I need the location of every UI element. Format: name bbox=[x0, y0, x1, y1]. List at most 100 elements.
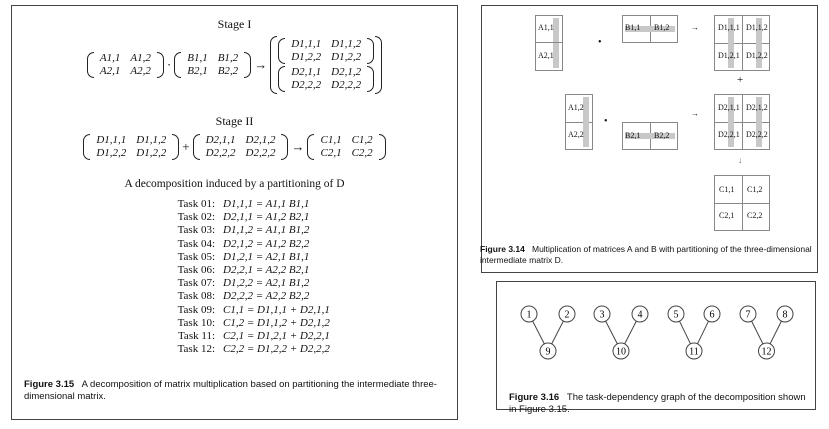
task-row: Task 02: D2,1,1 = A1,2 B2,1 bbox=[147, 211, 330, 224]
task-node bbox=[558, 305, 576, 323]
task-node-label: 11 bbox=[689, 347, 699, 358]
shade-bar bbox=[728, 18, 734, 68]
b-top-label: B1,2 bbox=[654, 23, 670, 32]
d-top-label: D1,1,1 bbox=[718, 23, 740, 32]
caption-label: Figure 3.15 bbox=[24, 379, 75, 390]
task-row: Task 08: D2,2,2 = A2,2 B2,2 bbox=[147, 290, 330, 303]
task-row: Task 06: D2,2,1 = A2,2 B2,1 bbox=[147, 264, 330, 277]
dependency-edge bbox=[551, 320, 564, 345]
task-name: Task 12: bbox=[177, 343, 215, 356]
task-name: Task 04: bbox=[177, 237, 215, 250]
dependency-edge bbox=[697, 320, 709, 345]
matrix-cell: D1,1,1 bbox=[96, 134, 127, 146]
task-node-label: 5 bbox=[674, 310, 679, 321]
task-row: Task 05: D1,2,1 = A2,1 B1,1 bbox=[147, 251, 330, 264]
task-equation: D2,2,1 = A2,2 B2,1 bbox=[223, 264, 310, 277]
matrix-cell: B1,2 bbox=[217, 52, 239, 64]
task-node bbox=[685, 342, 703, 360]
task-node bbox=[520, 305, 538, 323]
task-node bbox=[612, 342, 630, 360]
down-arrow: ↓ bbox=[738, 155, 743, 165]
caption-text: Multiplication of matrices A and B with … bbox=[480, 244, 812, 265]
stage-1-heading: Stage I bbox=[217, 17, 252, 31]
caption-text: A decomposition of matrix multiplication… bbox=[24, 379, 437, 402]
matrix-cell: D1,1,2 bbox=[136, 134, 167, 146]
divider bbox=[565, 122, 593, 123]
task-name: Task 10: bbox=[177, 316, 215, 329]
a-top-label: A2,1 bbox=[538, 51, 554, 60]
c-label: C2,1 bbox=[719, 211, 735, 220]
matrix-d2: D2,1,1 D2,1,2 D2,2,2 D2,2,2 bbox=[192, 134, 289, 160]
task-equation: C2,1 = D1,2,1 + D2,2,1 bbox=[223, 330, 330, 343]
d-top-label: D1,2,2 bbox=[746, 51, 768, 60]
matrix-cell: D1,2,2 bbox=[96, 147, 127, 159]
dependency-edge bbox=[769, 320, 782, 345]
task-row: Task 10: C1,2 = D1,1,2 + D2,1,2 bbox=[147, 317, 330, 330]
matrix-cell: C2,2 bbox=[351, 147, 373, 159]
task-node-label: 4 bbox=[638, 310, 643, 321]
matrix-c: C1,1 C1,2 C2,1 C2,2 bbox=[307, 134, 386, 160]
c-label: C1,1 bbox=[719, 185, 735, 194]
c-label: C1,2 bbox=[747, 185, 763, 194]
matrix-cell: C1,2 bbox=[351, 134, 373, 146]
matrix-b: B1,1 B1,2 B2,1 B2,2 bbox=[174, 52, 252, 78]
task-node-label: 2 bbox=[565, 310, 570, 321]
task-node-label: 6 bbox=[710, 310, 715, 321]
task-node-label: 10 bbox=[616, 347, 626, 358]
a-bot-label: A2,2 bbox=[568, 130, 584, 139]
b-bot-label: B2,1 bbox=[625, 131, 641, 140]
task-row: Task 03: D1,1,2 = A1,1 B1,2 bbox=[147, 224, 330, 237]
figure-3-16-panel: 9 10 11 12 1 2 3 4 5 6 7 8 Figure 3.16 The task-dep… bbox=[496, 281, 816, 415]
matrix-cell: B1,1 bbox=[187, 52, 208, 64]
matrix-cell: D2,2,2 bbox=[291, 79, 322, 91]
task-row: Task 04: D2,1,2 = A1,2 B2,2 bbox=[147, 238, 330, 251]
matrix-cell: B2,1 bbox=[187, 65, 208, 77]
caption-label: Figure 3.14 bbox=[480, 244, 525, 254]
matrix-d-stack: D1,1,1 D1,1,2 D1,2,2 D1,2,2 D2,1,1 D2,1,2 D… bbox=[270, 36, 382, 94]
task-equation: C2,2 = D1,2,2 + D2,2,2 bbox=[223, 343, 330, 356]
task-row: Task 11: C2,1 = D1,2,1 + D2,2,1 bbox=[147, 330, 330, 343]
arrow: → bbox=[691, 109, 699, 118]
caption-label: Figure 3.16 bbox=[509, 392, 560, 403]
task-name: Task 02: bbox=[177, 211, 215, 224]
figure-3-14-panel: A1,1 A2,1 • B1,1 B1,2 → D1,1,1 D1,1,2 D1… bbox=[480, 5, 818, 273]
matrix-d1: D1,1,1 D1,1,2 D1,2,2 D1,2,2 bbox=[278, 38, 375, 64]
shade-bar bbox=[553, 18, 559, 68]
matrix-d1: D1,1,1 D1,1,2 D1,2,2 D1,2,2 bbox=[83, 134, 180, 160]
matrix-cell: D1,2,2 bbox=[291, 51, 322, 63]
figure-3-15-caption: Figure 3.15 A decomposition of matrix mu… bbox=[24, 379, 445, 403]
d-bot-label: D2,1,1 bbox=[718, 103, 740, 112]
shade-bar bbox=[756, 18, 762, 68]
task-row: Task 07: D1,2,2 = A2,1 B1,2 bbox=[147, 277, 330, 290]
dependency-edge bbox=[679, 320, 691, 345]
matrix-cell: D2,1,2 bbox=[245, 134, 276, 146]
matrix-d2: D2,1,1 D2,1,2 D2,2,2 D2,2,2 bbox=[278, 66, 375, 92]
dependency-edge bbox=[751, 320, 764, 345]
task-node-label: 12 bbox=[762, 347, 772, 358]
task-name: Task 09: bbox=[177, 303, 215, 316]
task-name: Task 06: bbox=[177, 264, 215, 277]
figure-3-14-caption: Figure 3.14 Multiplication of matrices A… bbox=[480, 244, 813, 266]
stage-1-equation: A1,1 A1,2 A2,1 A2,2 · B1,1 B1,2 B2,1 B2,2 → … bbox=[12, 36, 457, 94]
task-equation: D1,2,1 = A2,1 B1,1 bbox=[223, 250, 310, 263]
task-row: Task 01: D1,1,1 = A1,1 B1,1 bbox=[147, 198, 330, 211]
task-equation: D2,1,1 = A1,2 B2,1 bbox=[223, 211, 310, 224]
caption-text: The task-dependency graph of the decompo… bbox=[509, 392, 806, 415]
figure-3-16-caption: Figure 3.16 The task-dependency graph of… bbox=[509, 392, 809, 416]
matrix-cell: D1,2,2 bbox=[331, 51, 362, 63]
task-node bbox=[593, 305, 611, 323]
task-equation: D1,1,2 = A1,1 B1,2 bbox=[223, 224, 310, 237]
divider bbox=[742, 94, 743, 150]
task-equation: C1,1 = D1,1,1 + D2,1,1 bbox=[223, 303, 330, 316]
task-node-label: 7 bbox=[746, 310, 751, 321]
matrix-cell: D2,2,2 bbox=[205, 147, 236, 159]
task-node bbox=[758, 342, 775, 360]
matrix-cell: D2,1,1 bbox=[291, 66, 322, 78]
matrix-cell: D1,1,1 bbox=[291, 38, 322, 50]
d-top-label: D1,1,2 bbox=[746, 23, 768, 32]
task-row: Task 09: C1,1 = D1,1,1 + D2,1,1 bbox=[147, 304, 330, 317]
matrix-cell: A2,1 bbox=[99, 65, 121, 77]
a-bot-label: A1,2 bbox=[568, 103, 584, 112]
partition-line: A decomposition induced by a partitionin… bbox=[124, 178, 345, 190]
task-name: Task 07: bbox=[177, 277, 215, 290]
